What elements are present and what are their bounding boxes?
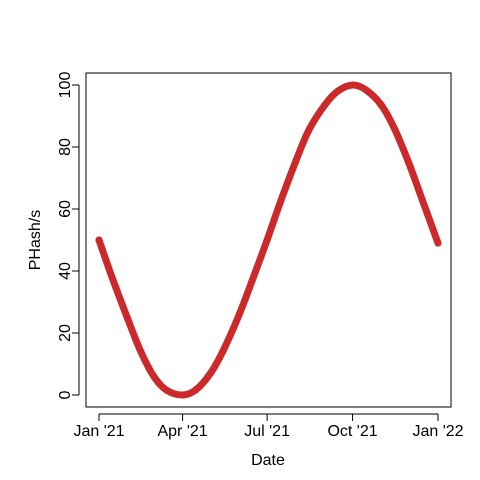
data-point <box>248 276 256 284</box>
x-tick-label: Jan '21 <box>73 423 124 440</box>
y-tick-label: 60 <box>57 200 74 218</box>
data-point <box>321 101 329 109</box>
x-tick-label: Oct '21 <box>327 423 377 440</box>
y-tick-label: 0 <box>57 390 74 399</box>
data-point <box>418 196 426 204</box>
series-layer <box>95 81 442 399</box>
data-point <box>192 386 200 394</box>
data-point <box>95 236 103 244</box>
data-point <box>219 346 227 354</box>
data-point <box>362 86 370 94</box>
data-point <box>235 310 243 318</box>
data-point <box>108 273 116 281</box>
data-point <box>377 101 385 109</box>
y-tick-label: 100 <box>57 72 74 99</box>
y-tick-label: 80 <box>57 138 74 156</box>
data-point <box>206 369 214 377</box>
plot-frame <box>85 72 452 408</box>
data-point <box>390 124 398 132</box>
data-point <box>163 386 171 394</box>
data-point <box>405 160 413 168</box>
data-point <box>305 126 313 134</box>
x-tick-label: Jul '21 <box>244 423 290 440</box>
y-axis: 0 20 40 60 80 100 <box>57 72 80 399</box>
y-tick-label: 20 <box>57 324 74 342</box>
data-point <box>334 87 342 95</box>
data-point <box>292 157 300 165</box>
data-point <box>150 372 158 380</box>
data-point <box>124 315 132 323</box>
x-tick-label: Jan '22 <box>412 423 463 440</box>
y-tick-label: 40 <box>57 262 74 280</box>
data-point <box>276 199 284 207</box>
data-point <box>434 239 442 247</box>
data-point <box>137 348 145 356</box>
data-point <box>263 236 271 244</box>
data-point <box>179 391 187 399</box>
x-axis: Jan '21 Apr '21 Jul '21 Oct '21 Jan '22 <box>73 413 464 440</box>
x-axis-title: Date <box>251 452 285 469</box>
data-point <box>349 81 357 89</box>
y-axis-title: PHash/s <box>27 210 44 270</box>
x-tick-label: Apr '21 <box>157 423 207 440</box>
